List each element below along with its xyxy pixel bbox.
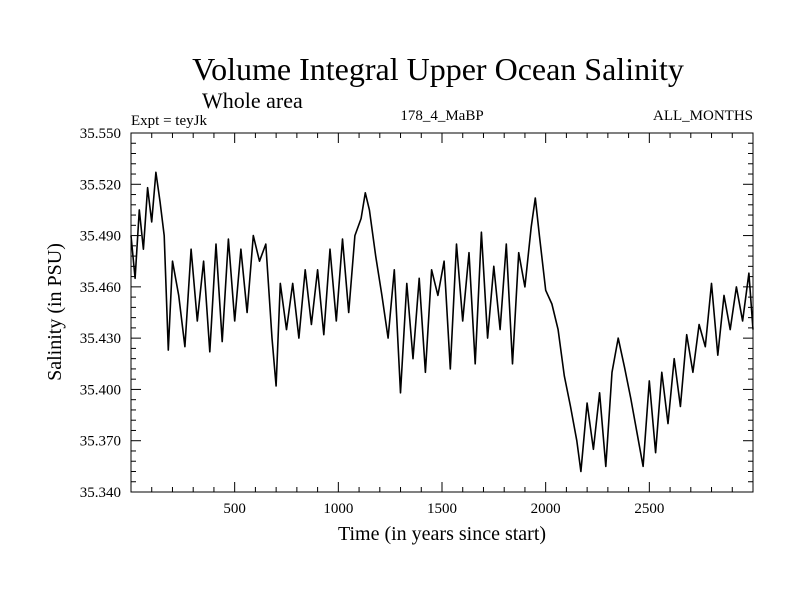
salinity-series-line [130, 171, 754, 473]
months-label: ALL_MONTHS [653, 108, 753, 124]
y-tick-label: 35.550 [80, 126, 121, 142]
chart-title: Volume Integral Upper Ocean Salinity [192, 51, 684, 87]
x-axis-label: Time (in years since start) [338, 523, 546, 545]
y-tick-label: 35.400 [80, 382, 121, 398]
y-tick-label: 35.340 [80, 485, 121, 501]
period-label: 178_4_MaBP [400, 108, 483, 124]
x-tick-label: 2000 [531, 501, 561, 517]
y-tick-label: 35.460 [80, 280, 121, 296]
x-tick-label: 2500 [634, 501, 664, 517]
tick-labels: 500 1000 1500 2000 2500 35.340 35.370 35.400 35.… [80, 126, 665, 517]
y-tick-label: 35.520 [80, 177, 121, 193]
x-tick-label: 1500 [427, 501, 457, 517]
x-tick-label: 500 [223, 501, 246, 517]
y-axis-label: Salinity (in PSU) [44, 243, 66, 381]
chart-subtitle: Whole area [202, 88, 303, 113]
axis-ticks [131, 133, 753, 492]
y-tick-label: 35.490 [80, 229, 121, 245]
y-tick-label: 35.370 [80, 434, 121, 450]
experiment-label: Expt = teyJk [131, 113, 207, 129]
y-tick-label: 35.430 [80, 331, 121, 347]
x-tick-label: 1000 [323, 501, 353, 517]
